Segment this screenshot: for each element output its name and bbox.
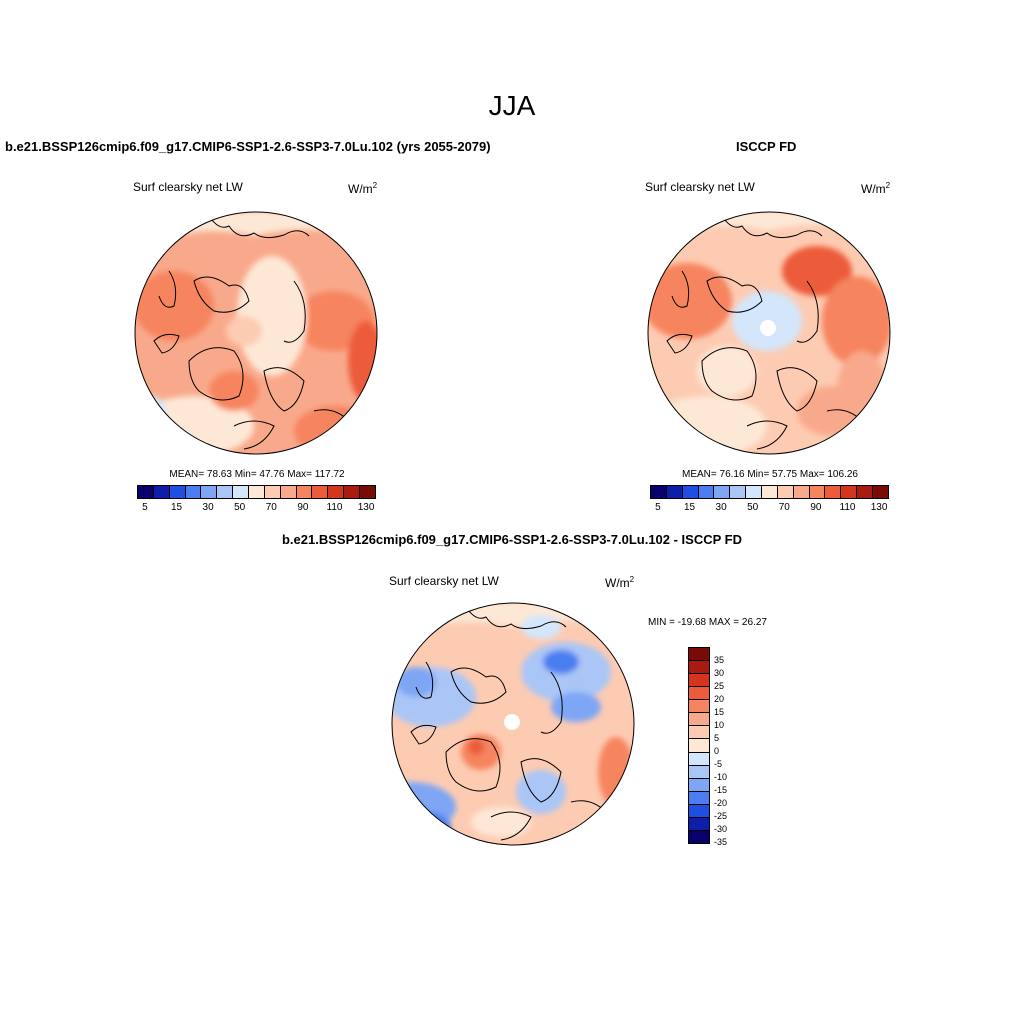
- colorbar-swatch: [185, 486, 202, 498]
- variable-label: Surf clearsky net LW: [133, 180, 243, 194]
- colorbar-tick-label: -25: [714, 811, 728, 821]
- colorbar: [137, 485, 376, 499]
- colorbar-swatch: [360, 486, 375, 498]
- colorbar-swatch: [689, 791, 709, 805]
- colorbar-vertical: [688, 647, 710, 844]
- colorbar-swatch: [689, 817, 709, 831]
- colorbar-swatch: [689, 661, 709, 675]
- colorbar-tick-label: -5: [714, 759, 723, 769]
- colorbar-swatch: [217, 486, 234, 498]
- figure-title: JJA: [488, 90, 536, 121]
- colorbar-tick-label: 25: [714, 681, 725, 691]
- colorbar-swatch: [730, 486, 747, 498]
- colorbar-swatch: [714, 486, 731, 498]
- colorbar-tick-label: 15: [714, 707, 725, 717]
- colorbar-swatch: [296, 486, 313, 498]
- colorbar-tick-label: -20: [714, 798, 728, 808]
- colorbar-tick-label: 50: [234, 502, 246, 513]
- colorbar-tick-label: -10: [714, 772, 728, 782]
- colorbar-swatch: [651, 486, 667, 498]
- colorbar-swatch: [689, 752, 709, 766]
- colorbar-swatch: [153, 486, 170, 498]
- units-label: W/m2: [861, 181, 891, 196]
- colorbar-swatch: [689, 804, 709, 818]
- polar-map-obs: [647, 211, 891, 455]
- colorbar-swatch: [689, 739, 709, 753]
- colorbar-tick-label: 70: [778, 502, 790, 513]
- panel-title-obs: ISCCP FD: [736, 139, 797, 154]
- colorbar-tick-label: 110: [326, 502, 343, 513]
- colorbar-swatch: [689, 713, 709, 727]
- colorbar-swatch: [793, 486, 810, 498]
- colorbar-tick-label: 90: [297, 502, 309, 513]
- colorbar-tick-label: 50: [747, 502, 759, 513]
- colorbar-tick-label: 35: [714, 655, 725, 665]
- colorbar-swatch: [249, 486, 265, 498]
- colorbar: [650, 485, 889, 499]
- colorbar-swatch: [344, 486, 361, 498]
- colorbar-swatch: [280, 486, 297, 498]
- colorbar-tick-label: -15: [714, 785, 728, 795]
- units-label: W/m2: [605, 575, 635, 590]
- colorbar-swatch: [689, 674, 709, 688]
- colorbar-tick-label: 5: [714, 733, 720, 743]
- colorbar-swatch: [689, 830, 709, 843]
- colorbar-swatch: [138, 486, 154, 498]
- colorbar-swatch: [233, 486, 250, 498]
- colorbar-swatch: [682, 486, 699, 498]
- panel-title-diff: b.e21.BSSP126cmip6.f09_g17.CMIP6-SSP1-2.…: [281, 532, 742, 547]
- colorbar-tick-label: -35: [714, 837, 728, 847]
- variable-label: Surf clearsky net LW: [645, 180, 755, 194]
- variable-label: Surf clearsky net LW: [389, 574, 499, 588]
- units-label: W/m2: [348, 181, 378, 196]
- colorbar-tick-label: 15: [683, 502, 696, 513]
- colorbar-swatch: [873, 486, 888, 498]
- colorbar-tick-label: 15: [170, 502, 183, 513]
- colorbar-swatch: [809, 486, 826, 498]
- stats-summary: MEAN= 78.63 Min= 47.76 Max= 117.72: [169, 469, 345, 480]
- colorbar-tick-label: 0: [714, 746, 720, 756]
- colorbar-swatch: [328, 486, 345, 498]
- colorbar-tick-label: 5: [142, 502, 148, 513]
- colorbar-swatch: [777, 486, 794, 498]
- colorbar-swatch: [201, 486, 218, 498]
- colorbar-tick-label: 130: [870, 502, 888, 513]
- colorbar-swatch: [312, 486, 329, 498]
- colorbar-tick-label: 30: [202, 502, 214, 513]
- stats-summary: MIN = -19.68 MAX = 26.27: [648, 617, 767, 628]
- colorbar-tick-label: 30: [714, 668, 725, 678]
- colorbar-swatch: [746, 486, 763, 498]
- colorbar-swatch: [264, 486, 281, 498]
- colorbar-swatch: [689, 765, 709, 779]
- colorbar-swatch: [666, 486, 683, 498]
- colorbar-tick-label: -30: [714, 824, 728, 834]
- colorbar-swatch: [689, 648, 709, 662]
- colorbar-swatch: [689, 778, 709, 792]
- colorbar-swatch: [689, 700, 709, 714]
- colorbar-tick-label: 30: [715, 502, 727, 513]
- colorbar-tick-label: 130: [357, 502, 375, 513]
- colorbar-tick-label: 110: [839, 502, 856, 513]
- colorbar-tick-label: 5: [655, 502, 661, 513]
- colorbar-tick-label: 90: [810, 502, 822, 513]
- colorbar-tick-label: 70: [265, 502, 277, 513]
- stats-summary: MEAN= 76.16 Min= 57.75 Max= 106.26: [682, 469, 858, 480]
- colorbar-tick-label: 10: [714, 720, 725, 730]
- colorbar-tick-label: 20: [714, 694, 725, 704]
- colorbar-swatch: [689, 687, 709, 701]
- colorbar-swatch: [857, 486, 874, 498]
- polar-map-diff: [391, 602, 635, 846]
- colorbar-swatch: [825, 486, 842, 498]
- colorbar-swatch: [689, 726, 709, 740]
- colorbar-swatch: [698, 486, 715, 498]
- panel-title-model: b.e21.BSSP126cmip6.f09_g17.CMIP6-SSP1-2.…: [5, 139, 491, 154]
- polar-map-model: [134, 211, 378, 455]
- colorbar-swatch: [841, 486, 858, 498]
- colorbar-swatch: [169, 486, 186, 498]
- colorbar-swatch: [762, 486, 778, 498]
